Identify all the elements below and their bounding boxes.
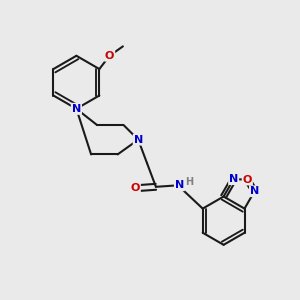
Text: O: O (130, 183, 140, 193)
Text: N: N (134, 135, 143, 145)
Text: H: H (185, 177, 193, 187)
Text: N: N (175, 180, 184, 190)
Text: N: N (229, 174, 238, 184)
Text: O: O (105, 51, 114, 61)
Text: N: N (250, 186, 259, 196)
Text: O: O (243, 175, 252, 184)
Text: N: N (72, 104, 81, 114)
Text: N: N (72, 104, 81, 114)
